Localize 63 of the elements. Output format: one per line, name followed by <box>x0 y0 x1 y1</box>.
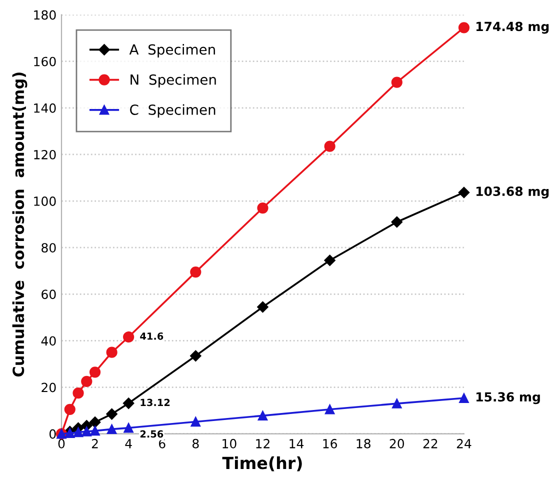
x-tick-label: 10 <box>222 438 236 448</box>
y-tick-label: 120 <box>34 150 56 160</box>
point <box>106 424 117 434</box>
y-tick-label: 20 <box>42 382 56 392</box>
point <box>106 346 118 358</box>
y-tick-label: 180 <box>34 10 56 20</box>
point <box>123 331 134 343</box>
point <box>458 22 470 34</box>
legend-label: N Specimen <box>130 74 216 88</box>
point <box>392 398 402 408</box>
x-axis-title: Time(hr) <box>222 456 302 472</box>
y-tick-label: 0 <box>50 429 56 439</box>
x-tick-label: 16 <box>323 438 337 448</box>
x-tick-label: 18 <box>356 438 370 448</box>
point <box>190 266 202 278</box>
point <box>190 350 202 362</box>
point <box>89 366 101 378</box>
point <box>65 428 75 438</box>
legend-label: A Specimen <box>129 44 215 58</box>
data-label: 103.68 mg <box>476 186 549 199</box>
y-tick-label: 140 <box>34 103 56 113</box>
point <box>258 410 268 421</box>
point <box>64 404 76 415</box>
x-tick-label: 0 <box>58 438 65 448</box>
point <box>106 408 118 420</box>
point <box>90 426 100 436</box>
x-tick-label: 22 <box>423 438 438 448</box>
point <box>124 423 134 433</box>
point <box>73 427 84 438</box>
data-label: 2.56 <box>140 430 164 438</box>
point <box>391 76 402 88</box>
data-label: 13.12 <box>140 398 170 406</box>
data-label: 174.48 mg <box>476 22 549 34</box>
point <box>82 426 92 436</box>
point <box>257 202 268 214</box>
point <box>458 186 470 198</box>
point <box>89 416 101 428</box>
point <box>324 404 335 414</box>
point <box>257 301 268 313</box>
x-tick-label: 20 <box>390 438 404 448</box>
point <box>324 254 336 266</box>
y-tick-label: 60 <box>42 290 56 300</box>
point <box>72 388 84 399</box>
x-tick-label: 2 <box>92 438 98 448</box>
point <box>190 416 201 427</box>
data-label: 15.36 mg <box>476 392 540 404</box>
y-axis-title: Cumulative corrosion amount(mg) <box>12 72 28 377</box>
x-tick-label: 4 <box>125 439 132 448</box>
point <box>391 216 402 228</box>
y-tick-label: 160 <box>34 56 56 66</box>
y-tick-label: 80 <box>42 243 56 253</box>
point <box>459 393 469 403</box>
point <box>324 140 336 152</box>
x-tick-label: 8 <box>192 438 199 448</box>
point <box>122 398 134 409</box>
x-tick-label: 24 <box>456 438 472 448</box>
data-label: 41.6 <box>140 332 164 340</box>
point <box>81 376 92 388</box>
x-tick-label: 14 <box>290 439 304 448</box>
legend-label: C Specimen <box>130 104 216 118</box>
y-tick-label: 100 <box>34 196 56 206</box>
x-tick-label: 12 <box>256 438 270 448</box>
y-tick-label: 40 <box>41 336 56 346</box>
